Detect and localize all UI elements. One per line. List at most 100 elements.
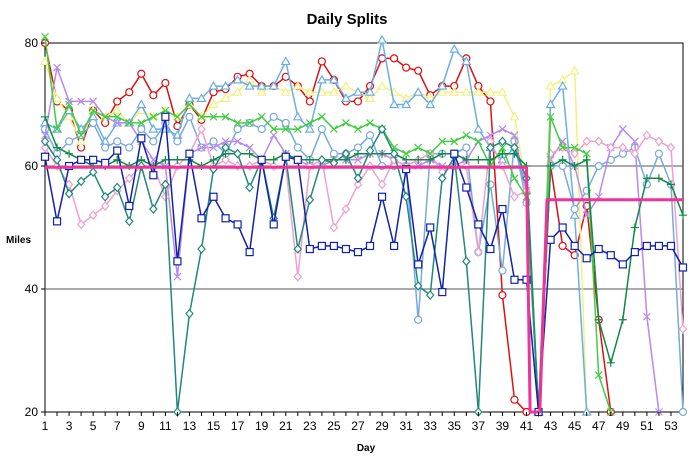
data-point [305,119,314,127]
data-point [402,155,411,164]
data-point [328,86,339,96]
series-group [39,32,688,417]
y-tick-label: 20 [25,405,39,419]
y-tick-label: 40 [25,282,39,296]
data-point [256,86,267,96]
data-point [414,143,423,152]
data-point [654,241,664,251]
series-5-line [44,66,660,413]
data-point [498,149,507,158]
data-point [328,74,339,84]
gridlines [45,165,683,290]
data-point [365,241,375,251]
data-point [65,100,73,109]
data-point [666,180,675,189]
data-point [389,148,399,159]
data-point [221,142,230,153]
data-point [606,358,615,367]
data-point [76,136,87,145]
data-point [414,260,423,269]
data-point [197,143,206,152]
data-point [209,192,218,201]
series-2-line [44,61,588,413]
data-point [232,86,243,96]
data-point [257,155,266,164]
data-point [570,148,579,159]
data-point [112,105,123,115]
data-point [365,131,375,140]
data-point [425,99,436,109]
data-point [377,179,387,190]
data-point [545,99,556,109]
x-tick-label: 49 [616,419,630,433]
data-point [317,112,326,121]
data-point [389,54,399,63]
data-point [149,137,158,146]
data-point [113,137,122,146]
data-point [558,223,567,232]
data-point [462,256,471,267]
data-point [305,244,314,254]
data-point [317,154,327,165]
data-point [257,112,266,121]
data-point [341,244,351,254]
data-point [77,143,86,152]
data-point [474,155,483,164]
data-point [209,112,218,121]
data-point [64,111,75,121]
data-point [486,131,495,140]
data-point [65,97,73,106]
data-point [41,32,49,41]
data-point [354,125,362,134]
data-point [426,149,435,158]
data-point [378,149,387,158]
data-point [353,248,363,257]
data-point [594,371,603,380]
data-point [437,80,448,90]
data-point [292,80,303,90]
data-point [257,125,266,134]
data-point [208,80,219,90]
data-point [197,244,206,254]
series-11-line [45,165,683,414]
x-tick-label: 13 [183,419,197,433]
data-point [498,204,507,214]
data-point [437,173,447,184]
data-point [582,254,591,263]
data-point [679,211,687,220]
x-axis-label: Day [357,443,376,454]
data-point [364,86,376,96]
data-point [185,100,194,109]
data-point [161,78,170,88]
data-point [220,93,231,102]
data-point [137,125,146,134]
x-tick-label: 5 [90,419,97,433]
data-point [594,136,604,147]
data-point [618,260,627,269]
data-point [498,291,507,300]
data-point [462,143,471,152]
data-point [594,161,603,171]
data-point [498,143,507,152]
series-6 [40,124,688,417]
data-point [414,66,423,75]
data-point [77,155,86,164]
data-point [53,63,61,72]
data-point [450,137,459,146]
data-point [173,112,182,121]
x-tick-label: 41 [520,419,534,433]
data-point [450,149,459,158]
x-tick-label: 45 [568,419,582,433]
data-point [678,407,688,417]
data-point [413,281,423,291]
series-11 [45,165,683,414]
data-point [389,241,399,251]
data-point [64,188,74,199]
data-point [185,308,194,319]
data-point [341,148,351,159]
data-point [245,119,254,127]
data-point [209,143,218,152]
data-point [124,173,134,184]
data-point [304,86,315,96]
